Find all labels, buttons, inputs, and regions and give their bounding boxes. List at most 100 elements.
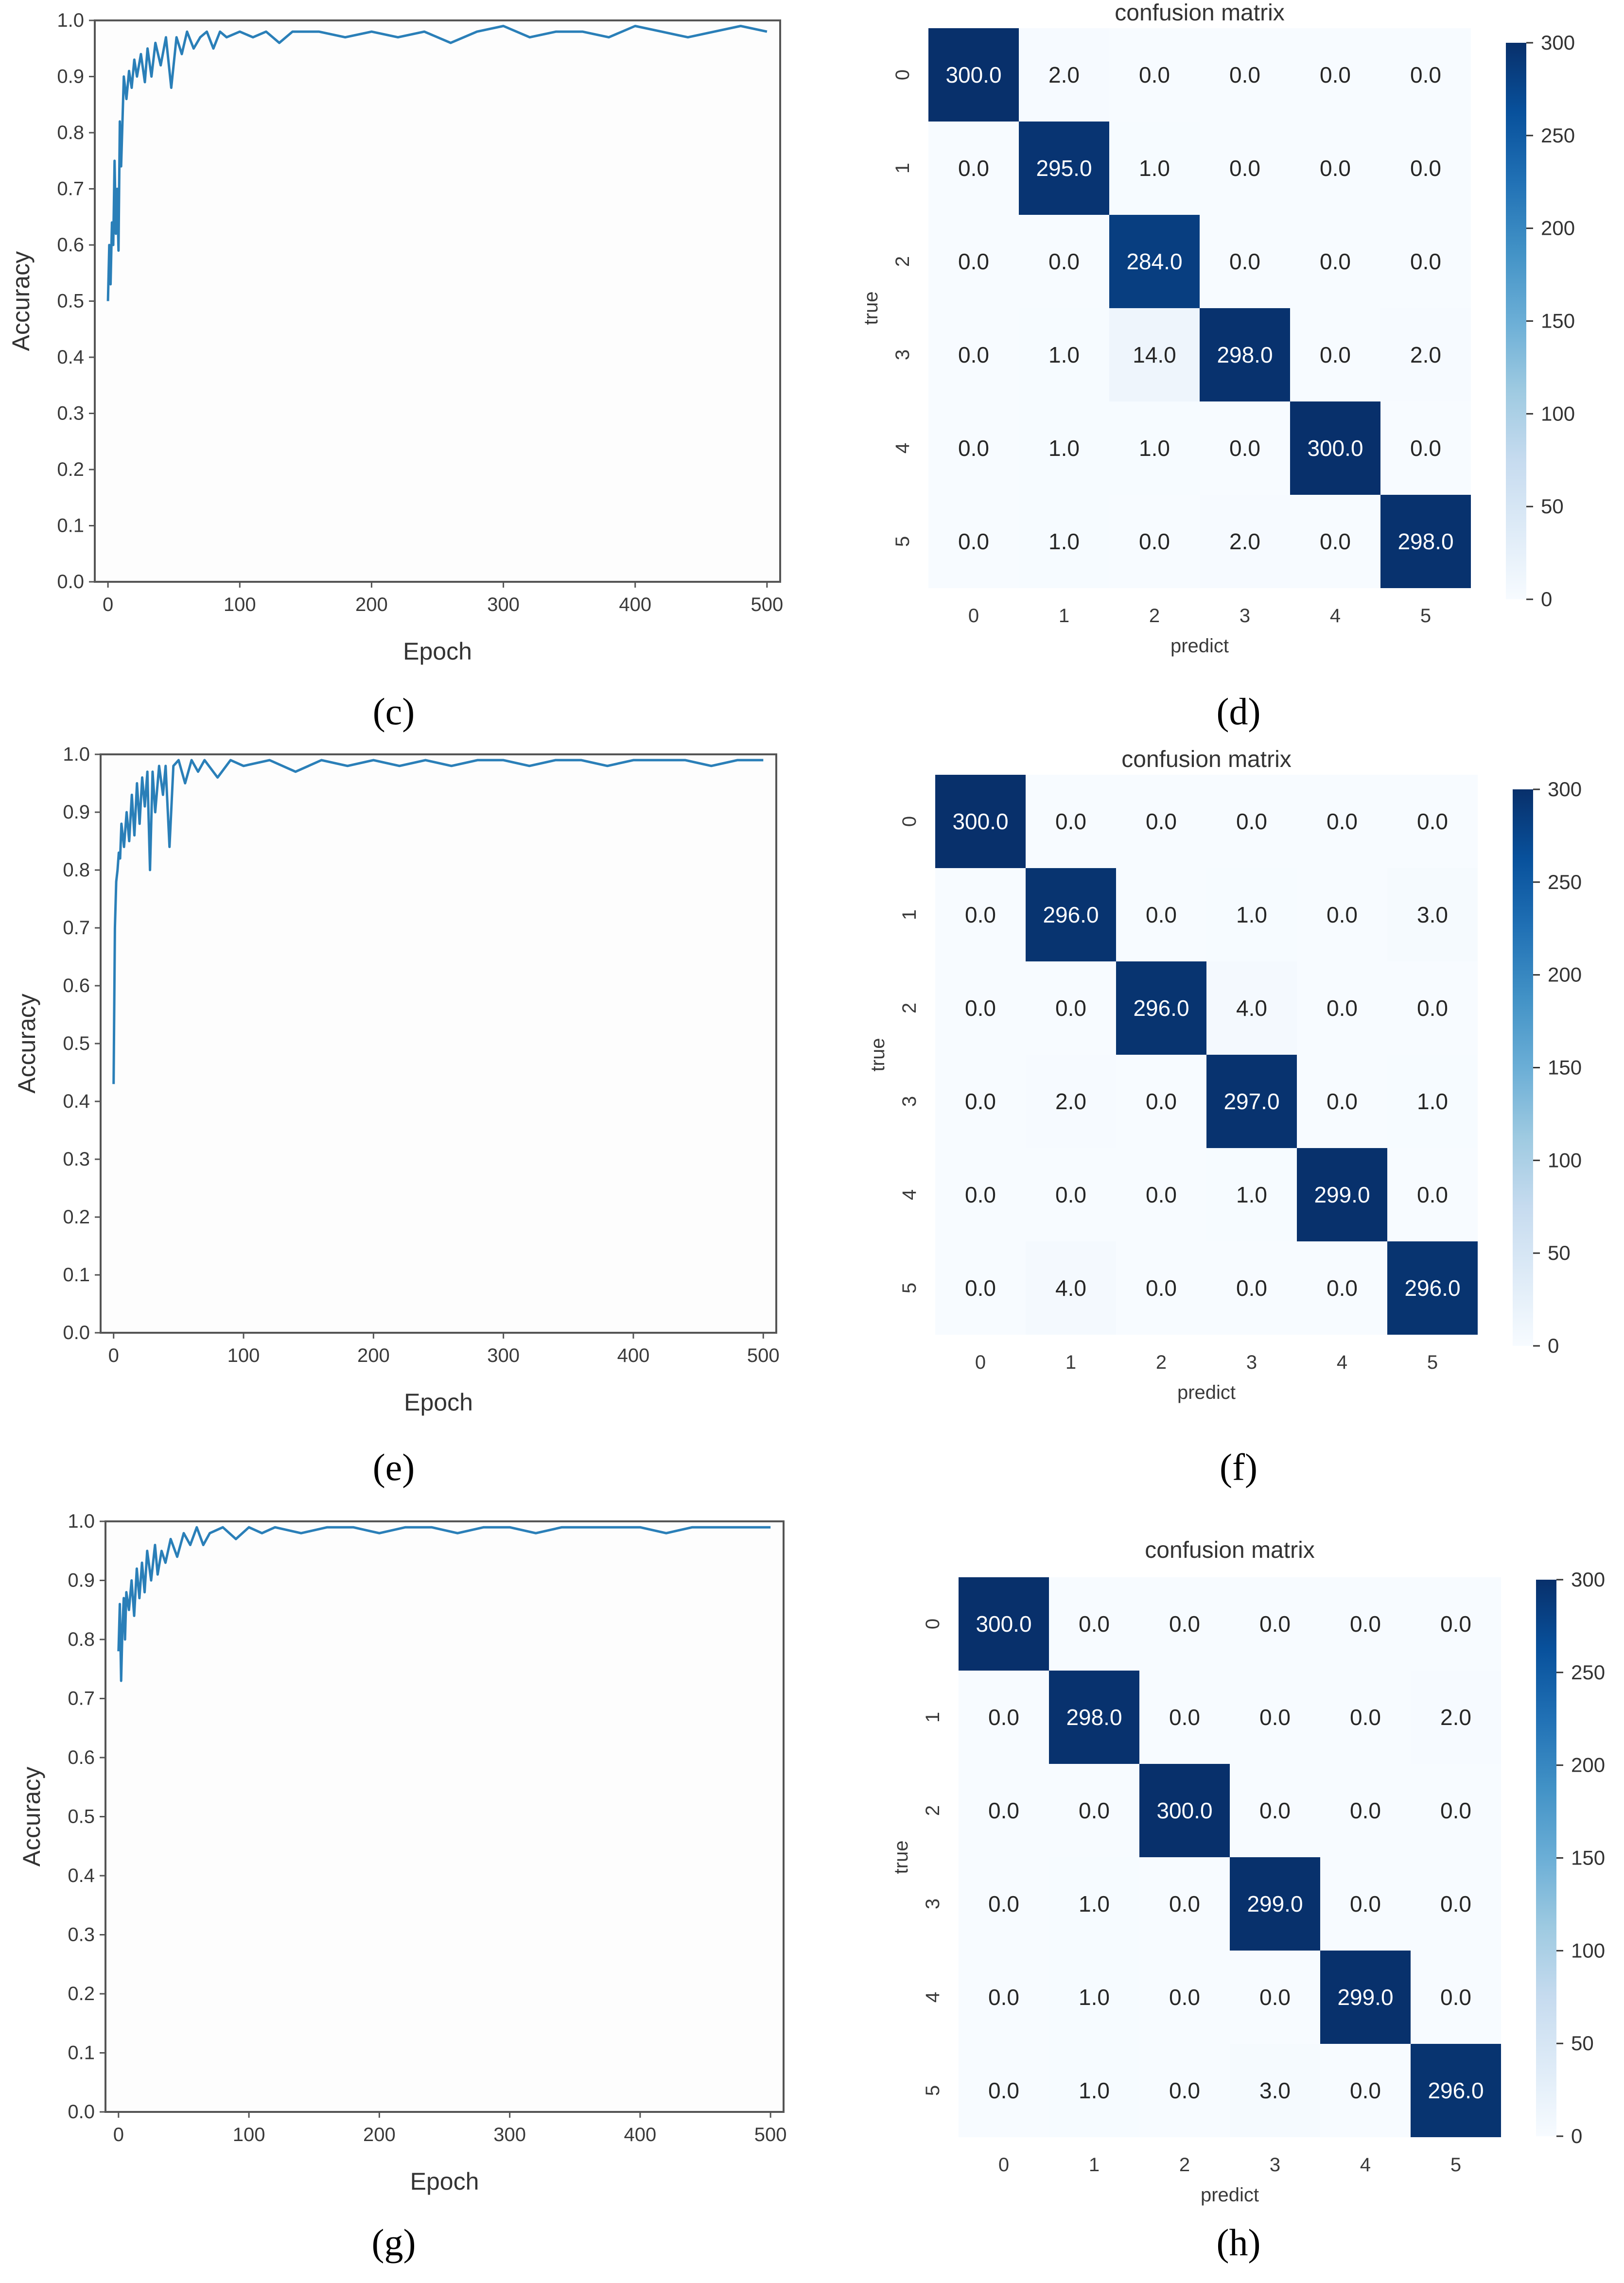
y-axis-label: true	[891, 1841, 912, 1874]
heatmap-cell	[1206, 775, 1297, 868]
y-tick-label: 5	[892, 536, 913, 547]
cell-value: 0.0	[1410, 156, 1441, 181]
cell-value: 300.0	[945, 62, 1001, 87]
colorbar-tick-label: 0	[1571, 2125, 1582, 2147]
colorbar-tick-label: 50	[1541, 495, 1564, 518]
accuracy-line	[117, 1526, 771, 1682]
cell-value: 0.0	[1169, 1891, 1200, 1917]
cell-value: 4.0	[1055, 1275, 1086, 1301]
cell-value: 0.0	[1169, 1705, 1200, 1730]
cell-value: 0.0	[965, 1182, 996, 1207]
colorbar-tick-label: 50	[1571, 2032, 1594, 2055]
heatmap-cell	[1019, 401, 1109, 495]
accuracy-line	[112, 759, 764, 1084]
x-axis-label: Epoch	[403, 638, 472, 665]
cell-value: 0.0	[1440, 1891, 1471, 1917]
cell-value: 0.0	[1350, 1611, 1381, 1637]
colorbar-tick-label: 250	[1548, 871, 1582, 893]
heatmap-cell	[1116, 1055, 1206, 1148]
colorbar-tick-label: 300	[1571, 1568, 1605, 1591]
x-tick-label: 4	[1330, 605, 1341, 627]
y-tick-label: 4	[899, 1189, 920, 1200]
heatmap-cell	[1049, 1671, 1139, 1764]
y-tick-label: 0.9	[68, 1570, 95, 1591]
heatmap-cell	[1387, 868, 1478, 961]
cell-value: 295.0	[1036, 156, 1092, 181]
heatmap-cell	[1230, 1951, 1320, 2044]
heatmap-cell	[935, 775, 1026, 868]
x-tick-label: 3	[1270, 2154, 1280, 2176]
y-axis-label: true	[867, 1038, 889, 1072]
x-tick-label: 2	[1149, 605, 1160, 627]
x-tick-label: 500	[751, 594, 784, 615]
heatmap-cell	[1290, 308, 1380, 401]
cell-value: 0.0	[1146, 902, 1177, 927]
heatmap-cell	[928, 495, 1019, 588]
heatmap-cell	[1290, 401, 1380, 495]
heatmap-cell	[1290, 215, 1380, 308]
cell-value: 0.0	[958, 436, 989, 461]
x-tick-label: 100	[224, 594, 256, 615]
x-tick-label: 200	[357, 1345, 390, 1366]
cell-value: 300.0	[1307, 436, 1363, 461]
heatmap-cell	[1320, 1577, 1411, 1671]
cell-value: 299.0	[1314, 1182, 1370, 1207]
heatmap-cell	[1290, 122, 1380, 215]
cell-value: 298.0	[1066, 1705, 1122, 1730]
cell-value: 1.0	[1079, 2078, 1110, 2103]
cell-value: 2.0	[1048, 62, 1080, 87]
x-tick-label: 500	[747, 1345, 780, 1366]
cell-value: 296.0	[1043, 902, 1099, 927]
x-tick-label: 4	[1337, 1352, 1347, 1373]
y-tick-label: 0	[892, 70, 913, 80]
cell-value: 0.0	[1327, 1275, 1358, 1301]
heatmap-cell	[1109, 495, 1200, 588]
heatmap-cell	[1200, 308, 1290, 401]
cell-value: 0.0	[988, 1705, 1019, 1730]
x-axis-label: Epoch	[404, 1389, 473, 1416]
x-tick-label: 0	[998, 2154, 1009, 2176]
heatmap-cell	[959, 1577, 1049, 1671]
y-tick-label: 0.5	[63, 1033, 90, 1054]
heatmap-cell	[1109, 122, 1200, 215]
heatmap-cell	[928, 28, 1019, 122]
cell-value: 1.0	[1236, 1182, 1267, 1207]
cell-value: 0.0	[1229, 156, 1260, 181]
heatmap-cell	[928, 308, 1019, 401]
cell-value: 1.0	[1079, 1985, 1110, 2010]
heatmap-cell	[928, 215, 1019, 308]
cell-value: 3.0	[1259, 2078, 1291, 2103]
cell-value: 0.0	[1079, 1611, 1110, 1637]
plot-frame	[94, 19, 781, 583]
y-tick-label: 0.2	[57, 459, 84, 480]
y-tick-label: 0.8	[63, 859, 90, 881]
y-tick-label: 1.0	[68, 1511, 95, 1532]
y-axis-label: Accuracy	[18, 1767, 45, 1867]
cell-value: 298.0	[1217, 342, 1273, 367]
heatmap-cell	[1206, 1148, 1297, 1241]
y-tick-label: 2	[922, 1805, 943, 1816]
heatmap-cell	[1116, 775, 1206, 868]
y-tick-label: 1.0	[63, 744, 90, 765]
cell-value: 284.0	[1126, 249, 1182, 274]
cell-value: 0.0	[1139, 529, 1170, 554]
x-tick-label: 2	[1179, 2154, 1190, 2176]
heatmap-cell	[1116, 1148, 1206, 1241]
y-tick-label: 0.2	[68, 1983, 95, 2004]
y-tick-label: 5	[899, 1283, 920, 1293]
x-tick-label: 500	[754, 2124, 787, 2145]
x-tick-label: 200	[355, 594, 388, 615]
heatmap-cell	[1026, 775, 1116, 868]
cell-value: 0.0	[1440, 1985, 1471, 2010]
cell-value: 0.0	[1350, 2078, 1381, 2103]
x-tick-label: 5	[1420, 605, 1431, 627]
cell-value: 0.0	[965, 902, 996, 927]
heatmap-cell	[1411, 1857, 1501, 1951]
cell-value: 0.0	[1259, 1705, 1291, 1730]
heatmap-cell	[1230, 1764, 1320, 1857]
heatmap-cell	[1026, 1055, 1116, 1148]
heatmap-cell	[1411, 1577, 1501, 1671]
y-tick-label: 0.0	[57, 571, 84, 593]
y-tick-label: 0.4	[57, 347, 84, 368]
